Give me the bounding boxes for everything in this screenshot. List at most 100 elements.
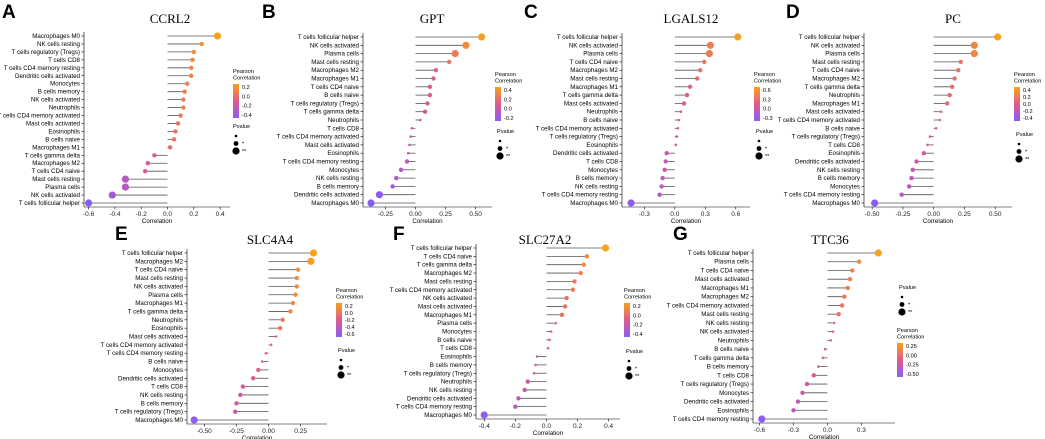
- panel-letter: F: [393, 224, 405, 245]
- lollipop-point: [928, 135, 932, 138]
- lollipop-point: [152, 153, 157, 158]
- category-label: Mast cells resting: [32, 176, 80, 183]
- category-label: Monocytes: [329, 167, 359, 174]
- lollipop-point: [850, 268, 855, 273]
- x-tick-label: -0.6: [754, 427, 766, 434]
- lollipop-point: [660, 175, 665, 181]
- pvalue-legend-label: *: [1025, 150, 1028, 156]
- pvalue-legend: Pvalue ***: [755, 129, 773, 160]
- lollipop-point: [309, 249, 318, 257]
- color-bar-tick: 0.2: [633, 304, 641, 310]
- chart-title: SLC27A2: [519, 232, 572, 247]
- pvalue-legend-label: *: [347, 366, 350, 372]
- pvalue-legend-label: *: [242, 142, 245, 148]
- lollipop-point: [570, 287, 576, 292]
- lollipop-point: [914, 159, 919, 164]
- category-label: Eosinophils: [151, 325, 183, 332]
- lollipop-point: [451, 50, 459, 58]
- lollipop-point: [817, 365, 820, 368]
- color-bar-tick: 0.6: [763, 88, 771, 94]
- lollipop-point: [705, 50, 713, 58]
- color-bar-tick: 0.25: [906, 344, 917, 350]
- legend-title-line2: Correlation: [754, 79, 781, 85]
- category-label: Eosinophils: [586, 142, 618, 149]
- pvalue-legend: Pvalue ***: [625, 349, 643, 380]
- lollipop-point: [173, 129, 178, 134]
- color-bar-tick: 0.00: [906, 353, 917, 359]
- lollipop-point: [398, 167, 404, 172]
- lollipop-point: [191, 49, 197, 55]
- lollipop-point: [480, 411, 488, 419]
- x-tick-label: 0.25: [294, 428, 307, 435]
- lollipop-point: [659, 184, 664, 189]
- pvalue-legend-title: Pvalue: [1016, 132, 1033, 138]
- lollipop-point: [142, 168, 148, 174]
- legend-title-line2: Correlation: [897, 335, 924, 341]
- legend-title-line1: Pearson: [897, 328, 918, 334]
- lollipop-point: [234, 401, 239, 406]
- lollipop-point: [121, 183, 130, 191]
- x-axis-title: Correlation: [923, 218, 954, 225]
- x-axis-title: Correlation: [809, 434, 840, 439]
- lollipop-point: [909, 175, 914, 181]
- category-label: Plasma cells: [714, 259, 749, 266]
- category-label: Macrophages M0: [135, 417, 183, 424]
- category-label: T cells gamma delta: [805, 84, 861, 91]
- category-label: Macrophages M1: [701, 285, 749, 292]
- category-label: Macrophages M1: [135, 300, 183, 307]
- lollipop-point: [190, 57, 195, 63]
- lollipop-point: [581, 262, 586, 267]
- pvalue-legend: Pvalue ***: [337, 348, 355, 379]
- category-label: T cells regulatory (Tregs): [12, 49, 80, 56]
- category-label: B cells naive: [825, 125, 860, 132]
- lollipop-point: [171, 137, 177, 142]
- category-label: Mast cells activated: [695, 276, 750, 283]
- legend-title-line2: Correlation: [495, 79, 522, 85]
- lollipop-point: [559, 312, 565, 317]
- lollipop-point: [664, 151, 669, 156]
- category-label: Mast cells resting: [812, 59, 860, 66]
- pvalue-legend: Pvalue ***: [496, 129, 514, 160]
- lollipop-point: [949, 84, 955, 90]
- category-label: Mast cells activated: [418, 303, 473, 310]
- legend-title-line1: Pearson: [495, 72, 516, 78]
- lollipop-point: [408, 143, 411, 147]
- category-label: NK cells resting: [817, 167, 861, 174]
- pvalue-legend-dot: [498, 139, 502, 143]
- category-label: T cells CD4 naive: [812, 67, 861, 74]
- lollipop-point: [295, 267, 301, 272]
- category-label: T cells CD4 memory activated: [0, 113, 81, 120]
- x-tick-label: 0.25: [958, 211, 971, 218]
- color-bar: [495, 87, 501, 121]
- category-label: T cells regulatory (Tregs): [792, 134, 860, 141]
- lollipop-point: [181, 97, 186, 102]
- category-label: B cells naive: [437, 337, 472, 344]
- category-label: Dendritic cells activated: [294, 192, 360, 199]
- legend-title-line2: Correlation: [624, 295, 651, 301]
- panel-letter: D: [786, 2, 800, 23]
- lollipop-point: [181, 105, 186, 110]
- lollipop-point: [679, 110, 683, 113]
- category-label: Plasma cells: [324, 51, 359, 58]
- x-tick-label: -0.2: [510, 423, 522, 430]
- lollipop-point: [250, 376, 256, 381]
- color-bar-tick: 0.0: [345, 311, 353, 317]
- category-label: B cells naive: [148, 359, 183, 366]
- legend-title-line1: Pearson: [624, 288, 645, 294]
- color-bar-tick: -0.2: [242, 104, 252, 110]
- category-label: T cells CD4 memory activated: [277, 134, 360, 141]
- lollipop-point: [958, 59, 963, 65]
- lollipop-point: [232, 409, 238, 414]
- lollipop-point: [829, 339, 833, 342]
- panel-letter: C: [524, 2, 538, 23]
- panel-c: C LGALS12 -0.3 0.0 0.3 0.6 Correlation T cells …: [524, 2, 781, 225]
- category-label: T cells CD4 memory resting: [784, 192, 861, 199]
- legend-title-line1: Pearson: [1014, 72, 1035, 78]
- lollipop-point: [601, 244, 610, 252]
- lollipop-point: [676, 127, 680, 130]
- lollipop-point: [190, 416, 198, 424]
- category-label: Mast cells resting: [570, 76, 618, 83]
